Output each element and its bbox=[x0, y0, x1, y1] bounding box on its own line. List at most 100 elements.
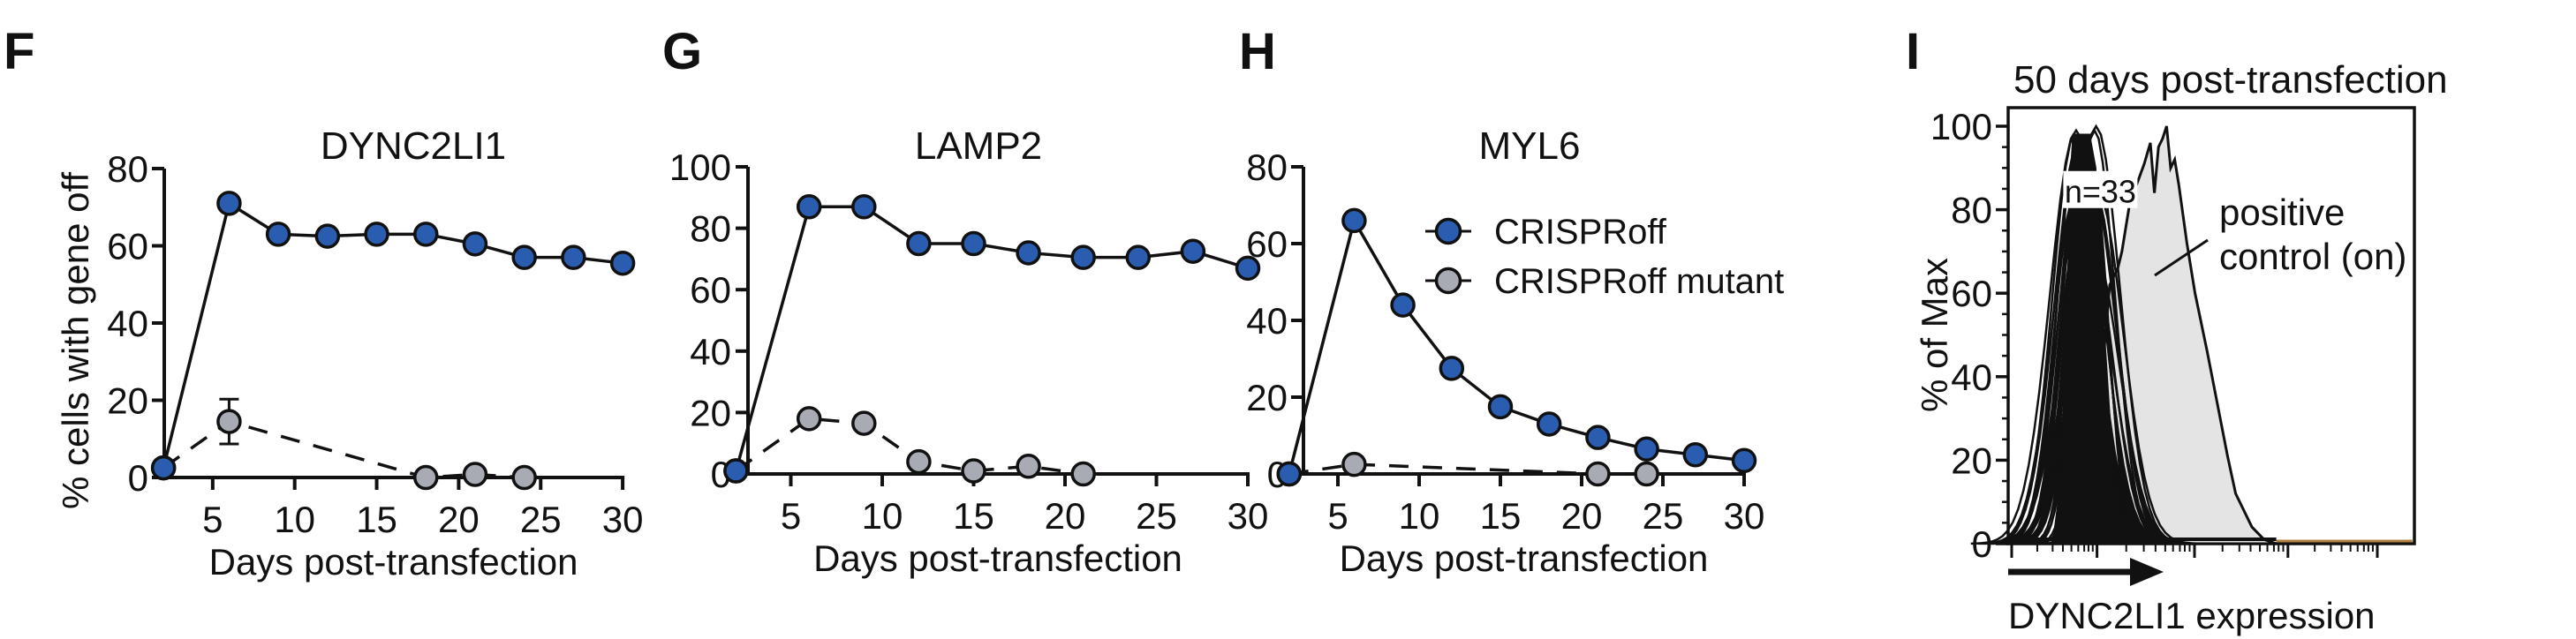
chart-title: LAMP2 bbox=[915, 124, 1042, 168]
y-axis-label: % cells with gene off bbox=[55, 172, 96, 509]
panel-letter-f: F bbox=[4, 23, 34, 80]
crisproff-data-point bbox=[511, 244, 537, 270]
crisproff-data-point bbox=[314, 223, 341, 249]
crisproff-data-point bbox=[413, 222, 439, 247]
chart-title: DYNC2LI1 bbox=[321, 124, 506, 168]
crisproff-series-line bbox=[734, 205, 1249, 471]
panel-letter-h: H bbox=[1239, 23, 1276, 80]
crisproff-data-point bbox=[1235, 255, 1261, 282]
expression-arrow-head bbox=[2130, 558, 2164, 586]
x-tick-label: 5 bbox=[1327, 495, 1348, 537]
crisproff-data-point bbox=[1585, 425, 1611, 450]
x-tick-label: 30 bbox=[602, 499, 644, 540]
x-tick-label: 25 bbox=[520, 499, 562, 540]
crisproff-data-point bbox=[364, 222, 389, 247]
x-axis-label: Days post-transfection bbox=[1340, 538, 1709, 579]
crisproff-data-point bbox=[462, 231, 488, 257]
y-tick-label: 80 bbox=[1951, 190, 1992, 231]
crisproff-data-point bbox=[1070, 244, 1096, 270]
legend-label-mutant: CRISPRoff mutant bbox=[1494, 262, 1784, 301]
legend-marker-mutant bbox=[1434, 267, 1462, 295]
n-label: n=33 bbox=[2065, 174, 2136, 210]
sample-histogram bbox=[2013, 127, 2177, 545]
y-tick-label: 60 bbox=[1951, 273, 1992, 314]
y-tick-label: 20 bbox=[1246, 377, 1288, 418]
crisproff-data-point bbox=[265, 222, 291, 247]
chart-title: 50 days post-transfection bbox=[2013, 58, 2448, 101]
mutant-data-point bbox=[1341, 451, 1367, 477]
x-tick-label: 5 bbox=[781, 495, 801, 537]
mutant-data-point bbox=[1585, 461, 1611, 487]
crisproff-data-point bbox=[961, 230, 986, 257]
mutant-data-point bbox=[1634, 461, 1659, 487]
y-tick-label: 40 bbox=[1951, 357, 1992, 398]
x-axis-label: Days post-transfection bbox=[813, 538, 1182, 579]
crisproff-data-point bbox=[1341, 207, 1367, 234]
legend-label-crisproff: CRISPRoff bbox=[1494, 213, 1667, 252]
mutant-data-point bbox=[216, 409, 242, 434]
crisproff-data-point bbox=[561, 244, 586, 270]
n-label-background bbox=[2063, 170, 2138, 208]
mutant-data-point bbox=[413, 464, 439, 491]
crisproff-data-point bbox=[150, 455, 177, 481]
y-tick-label: 40 bbox=[1246, 300, 1288, 342]
crisproff-data-point bbox=[1487, 394, 1514, 420]
y-tick-label: 20 bbox=[1951, 440, 1992, 481]
chart-title: MYL6 bbox=[1479, 124, 1581, 168]
x-tick-label: 10 bbox=[274, 499, 315, 540]
y-tick-label: 100 bbox=[1930, 106, 1992, 147]
y-tick-label: 20 bbox=[690, 392, 731, 433]
x-tick-label: 20 bbox=[1045, 495, 1086, 537]
panel-letter-i: I bbox=[1906, 23, 1920, 80]
y-tick-label: 60 bbox=[107, 226, 148, 267]
crisproff-data-point bbox=[1180, 238, 1206, 264]
crisproff-data-point bbox=[1125, 244, 1152, 270]
mutant-data-point bbox=[511, 464, 537, 491]
crisproff-data-point bbox=[1536, 411, 1562, 437]
x-tick-label: 5 bbox=[202, 499, 223, 540]
panel-f-chart: DYNC2LI1 0 20 40 60 80 5 10 15 20 25 30 Days post-tr… bbox=[55, 124, 643, 583]
x-tick-label: 20 bbox=[1561, 495, 1603, 537]
panel-h-chart: MYL602040608051015202530Days post-transf… bbox=[1246, 124, 1784, 579]
crisproff-data-point bbox=[851, 193, 877, 220]
annotation-control-on: control (on) bbox=[2219, 236, 2406, 277]
y-tick-label: 80 bbox=[690, 208, 731, 250]
x-tick-label: 15 bbox=[953, 495, 994, 537]
x-tick-label: 30 bbox=[1724, 495, 1765, 537]
mutant-data-point bbox=[961, 458, 986, 484]
crisproff-data-point bbox=[1634, 436, 1659, 462]
y-tick-label: 60 bbox=[690, 269, 731, 311]
crisproff-data-point bbox=[796, 193, 822, 220]
crisproff-data-point bbox=[1439, 356, 1465, 381]
x-axis-label: Days post-transfection bbox=[209, 541, 578, 583]
mutant-data-point bbox=[906, 448, 932, 475]
crisproff-series-line bbox=[162, 200, 623, 469]
x-axis-label: DYNC2LI1 expression bbox=[2008, 595, 2376, 636]
mutant-data-point bbox=[462, 462, 488, 487]
crisproff-data-point bbox=[906, 230, 932, 257]
x-tick-label: 15 bbox=[356, 499, 397, 540]
x-tick-label: 10 bbox=[862, 495, 903, 537]
x-tick-label: 30 bbox=[1228, 495, 1269, 537]
y-tick-label: 0 bbox=[128, 457, 148, 499]
mutant-data-point bbox=[851, 410, 877, 436]
crisproff-data-point bbox=[1731, 447, 1757, 474]
y-tick-label: 40 bbox=[690, 331, 731, 372]
crisproff-data-point bbox=[1276, 461, 1303, 487]
crisproff-data-point bbox=[723, 458, 749, 484]
mutant-data-point bbox=[1070, 461, 1096, 487]
x-tick-label: 25 bbox=[1136, 495, 1177, 537]
crisproff-data-point bbox=[216, 191, 242, 216]
mutant-data-point bbox=[796, 406, 822, 432]
mutant-data-point bbox=[1016, 454, 1041, 479]
crisproff-data-point bbox=[609, 250, 636, 276]
x-tick-label: 10 bbox=[1399, 495, 1440, 537]
annotation-pointer bbox=[2154, 238, 2209, 277]
sample-histogram bbox=[1970, 128, 2182, 545]
y-tick-label: 40 bbox=[107, 303, 148, 344]
x-tick-label: 25 bbox=[1643, 495, 1684, 537]
crisproff-data-point bbox=[1682, 442, 1709, 468]
legend-marker-crisproff bbox=[1434, 217, 1462, 245]
